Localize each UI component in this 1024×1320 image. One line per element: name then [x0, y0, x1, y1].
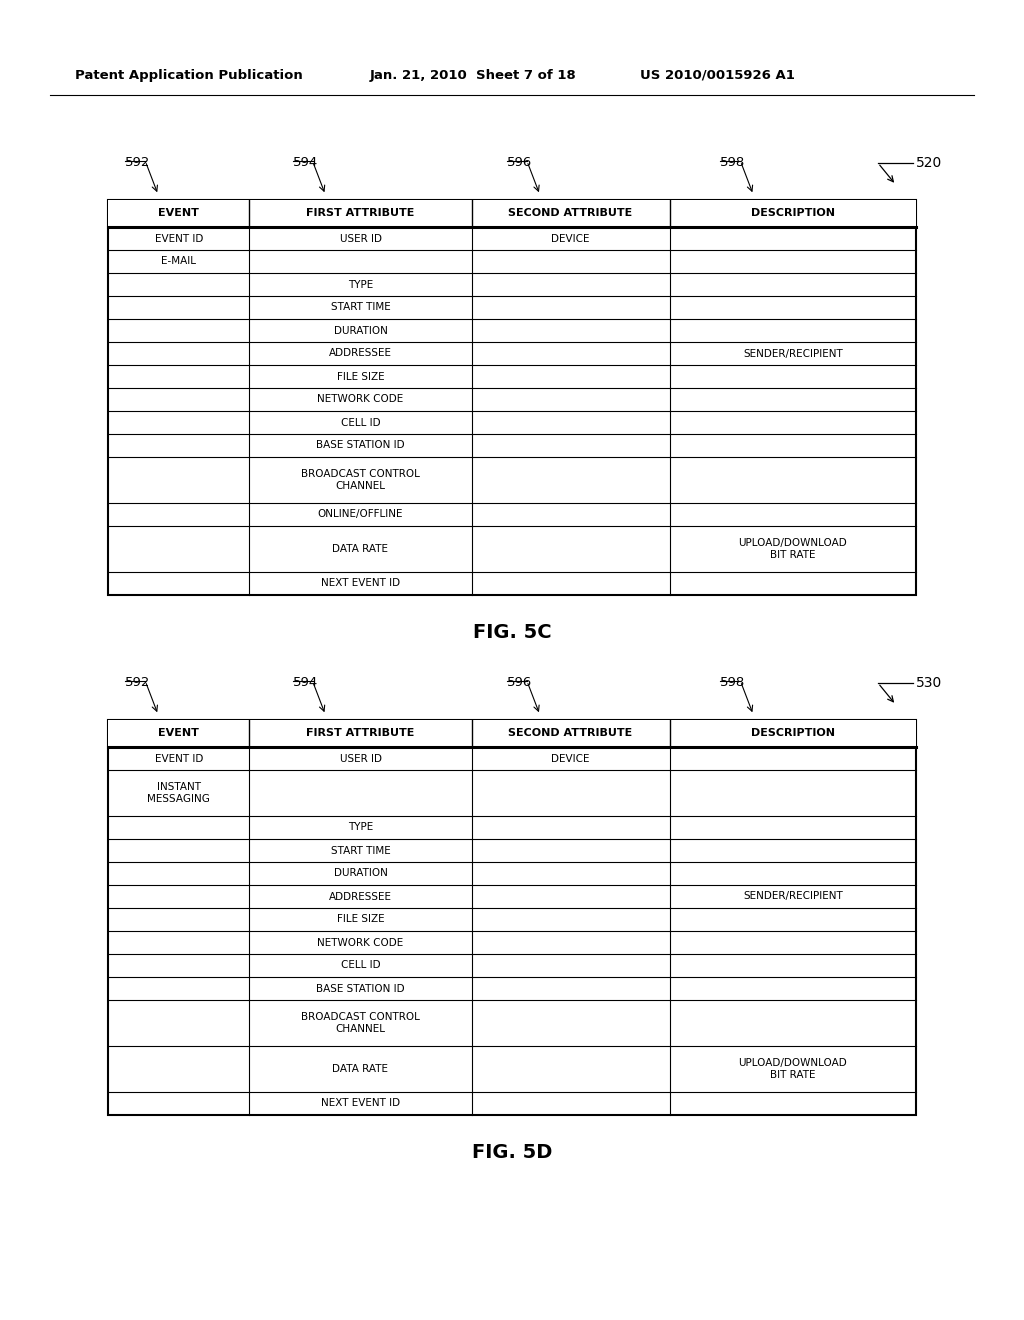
Text: DESCRIPTION: DESCRIPTION [751, 729, 835, 738]
Text: BROADCAST CONTROL
CHANNEL: BROADCAST CONTROL CHANNEL [301, 469, 420, 491]
Text: 596: 596 [507, 676, 532, 689]
Text: ADDRESSEE: ADDRESSEE [329, 348, 392, 359]
Text: FILE SIZE: FILE SIZE [337, 371, 384, 381]
Text: ONLINE/OFFLINE: ONLINE/OFFLINE [317, 510, 403, 520]
Text: E-MAIL: E-MAIL [161, 256, 197, 267]
Bar [108, 201, 916, 227]
Text: EVENT: EVENT [159, 209, 199, 219]
Text: CELL ID: CELL ID [341, 417, 380, 428]
Text: TYPE: TYPE [348, 822, 373, 833]
Text: USER ID: USER ID [340, 754, 382, 763]
Text: US 2010/0015926 A1: US 2010/0015926 A1 [640, 69, 795, 82]
Text: TYPE: TYPE [348, 280, 373, 289]
Text: DEVICE: DEVICE [551, 754, 590, 763]
Text: SECOND ATTRIBUTE: SECOND ATTRIBUTE [509, 209, 633, 219]
Text: 598: 598 [721, 676, 745, 689]
Text: FIRST ATTRIBUTE: FIRST ATTRIBUTE [306, 729, 415, 738]
Text: UPLOAD/DOWNLOAD
BIT RATE: UPLOAD/DOWNLOAD BIT RATE [738, 537, 847, 560]
Text: DATA RATE: DATA RATE [333, 1064, 388, 1074]
Text: NETWORK CODE: NETWORK CODE [317, 395, 403, 404]
Text: CELL ID: CELL ID [341, 961, 380, 970]
Text: FIG. 5D: FIG. 5D [472, 1143, 552, 1162]
Text: 592: 592 [125, 676, 151, 689]
Text: Patent Application Publication: Patent Application Publication [75, 69, 303, 82]
Text: NEXT EVENT ID: NEXT EVENT ID [321, 578, 400, 589]
Text: UPLOAD/DOWNLOAD
BIT RATE: UPLOAD/DOWNLOAD BIT RATE [738, 1057, 847, 1080]
Text: 594: 594 [293, 676, 317, 689]
Bar [108, 719, 916, 747]
Text: INSTANT
MESSAGING: INSTANT MESSAGING [147, 781, 210, 804]
Text: DATA RATE: DATA RATE [333, 544, 388, 554]
Text: FIG. 5C: FIG. 5C [473, 623, 551, 642]
Text: SENDER/RECIPIENT: SENDER/RECIPIENT [742, 348, 843, 359]
Text: USER ID: USER ID [340, 234, 382, 243]
Text: DEVICE: DEVICE [551, 234, 590, 243]
Text: 592: 592 [125, 156, 151, 169]
Text: BROADCAST CONTROL
CHANNEL: BROADCAST CONTROL CHANNEL [301, 1012, 420, 1034]
Text: START TIME: START TIME [331, 846, 390, 855]
Text: DESCRIPTION: DESCRIPTION [751, 209, 835, 219]
Text: FILE SIZE: FILE SIZE [337, 915, 384, 924]
Text: EVENT ID: EVENT ID [155, 234, 203, 243]
Text: START TIME: START TIME [331, 302, 390, 313]
Text: NETWORK CODE: NETWORK CODE [317, 937, 403, 948]
Text: BASE STATION ID: BASE STATION ID [316, 983, 404, 994]
Bar [108, 201, 916, 595]
Text: FIRST ATTRIBUTE: FIRST ATTRIBUTE [306, 209, 415, 219]
Text: EVENT ID: EVENT ID [155, 754, 203, 763]
Bar [108, 719, 916, 1115]
Text: 594: 594 [293, 156, 317, 169]
Text: SENDER/RECIPIENT: SENDER/RECIPIENT [742, 891, 843, 902]
Text: SECOND ATTRIBUTE: SECOND ATTRIBUTE [509, 729, 633, 738]
Text: ADDRESSEE: ADDRESSEE [329, 891, 392, 902]
Text: DURATION: DURATION [334, 869, 387, 879]
Text: DURATION: DURATION [334, 326, 387, 335]
Text: Jan. 21, 2010  Sheet 7 of 18: Jan. 21, 2010 Sheet 7 of 18 [370, 69, 577, 82]
Text: BASE STATION ID: BASE STATION ID [316, 441, 404, 450]
Text: 520: 520 [916, 156, 942, 170]
Text: EVENT: EVENT [159, 729, 199, 738]
Text: NEXT EVENT ID: NEXT EVENT ID [321, 1098, 400, 1109]
Text: 598: 598 [721, 156, 745, 169]
Text: 596: 596 [507, 156, 532, 169]
Text: 530: 530 [916, 676, 942, 690]
